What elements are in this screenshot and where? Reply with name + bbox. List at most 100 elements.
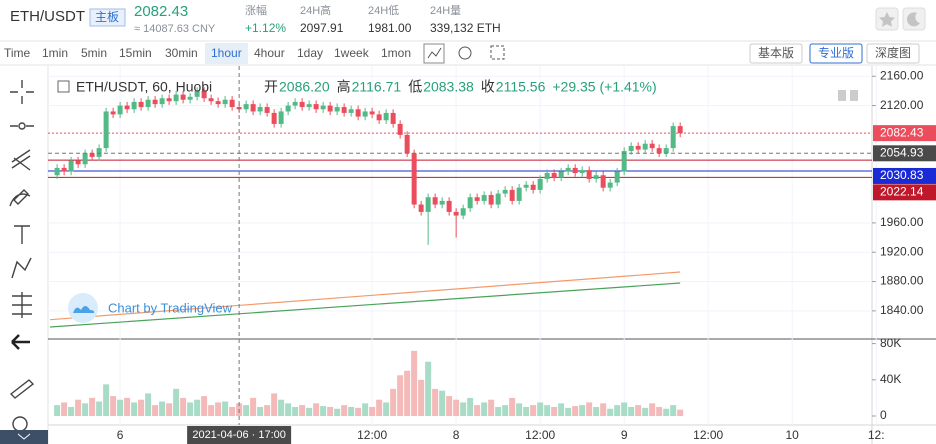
volume-bar [663, 408, 670, 416]
volume-bar [89, 397, 96, 416]
volume-bar [516, 403, 523, 416]
candle-body [313, 104, 319, 110]
legend-toggle[interactable] [57, 80, 70, 93]
volume-bar [243, 405, 250, 416]
candle-body [649, 143, 655, 149]
volume-bar [446, 396, 453, 416]
crosshair-x-label: 2021-04-06 · 17:00 [192, 429, 286, 441]
candle-body [362, 111, 368, 117]
brush-tool[interactable] [9, 189, 31, 207]
board[interactable]: 主板 [95, 10, 119, 24]
volume-bar [495, 406, 502, 416]
cny-price: ≈ 14087.63 CNY [134, 23, 216, 35]
candle-body [159, 98, 165, 105]
candle-body [537, 178, 543, 190]
price-tag-label: 2022.14 [880, 185, 924, 199]
volume-bar [299, 405, 306, 416]
candle-body [376, 114, 382, 121]
candle-body [453, 211, 459, 216]
volume-bar [145, 393, 152, 416]
pattern-tool[interactable] [11, 257, 32, 279]
volume-tick-label: 0 [880, 408, 887, 422]
volume-bar [159, 401, 166, 416]
collapse-button[interactable] [0, 430, 48, 444]
volume-bar [285, 403, 292, 416]
fib-tool[interactable] [11, 149, 31, 171]
volume-bar [453, 399, 460, 416]
candle-body [390, 112, 396, 124]
candle-body [502, 189, 508, 194]
volume-bar [348, 406, 355, 416]
settings-button[interactable] [458, 46, 472, 60]
candle-body [96, 148, 102, 157]
volume-bar [607, 408, 614, 416]
interval-button[interactable]: 4hour [254, 46, 285, 60]
volume-bar [215, 402, 222, 416]
interval-button[interactable]: 30min [165, 46, 198, 60]
indicator-button[interactable] [423, 43, 445, 64]
back-tool[interactable] [11, 334, 30, 350]
volume-bar [173, 388, 180, 416]
volume-tick-label: 80K [880, 336, 901, 350]
star-icon [879, 12, 895, 27]
candle-body [355, 109, 361, 117]
view-button[interactable]: 深度图 [875, 45, 911, 60]
candle-body [397, 123, 403, 135]
interval-button[interactable]: 1mon [381, 46, 411, 60]
volume-bar [68, 406, 75, 416]
interval-button[interactable]: 1week [334, 46, 370, 60]
candle-body [299, 101, 305, 108]
volume-bar [82, 403, 89, 416]
legend-change: +29.35 (+1.41%) [552, 79, 656, 95]
candle-body [278, 111, 284, 124]
candle-body [103, 111, 109, 149]
stat-label: 24H量 [430, 4, 461, 17]
candle-body [544, 173, 550, 179]
volume-bar [614, 405, 621, 416]
volume-bar [481, 402, 488, 416]
pane-button[interactable] [850, 90, 858, 101]
candle-body [180, 94, 186, 100]
line-tool-dot [18, 122, 26, 130]
price-tag-label: 2030.83 [880, 168, 924, 182]
candle-body [145, 99, 151, 108]
candle-body [271, 112, 277, 124]
volume-bar [278, 399, 285, 416]
volume-bar [264, 405, 271, 416]
volume-bar [362, 403, 369, 416]
crosshair-tool[interactable] [10, 80, 34, 104]
pane-button[interactable] [838, 90, 846, 101]
view-button[interactable]: 基本版 [758, 46, 794, 60]
interval-button[interactable]: 1hour [211, 46, 242, 60]
price-tag-label: 2082.43 [880, 125, 924, 139]
measure-tool[interactable] [12, 292, 32, 318]
volume-bar [229, 406, 236, 416]
interval-button[interactable]: 15min [119, 46, 152, 60]
stat-value: 2097.91 [300, 21, 344, 35]
candle-body [635, 145, 641, 150]
volume-bar [642, 407, 649, 416]
text-tool[interactable] [14, 225, 30, 244]
volume-bar [579, 405, 586, 416]
interval-button[interactable]: Time [4, 46, 31, 60]
ruler-tool[interactable] [9, 379, 35, 399]
candle-body [579, 170, 585, 174]
candle-body [523, 184, 529, 188]
candle-body [173, 94, 179, 102]
volume-bar [509, 397, 516, 416]
candle-body [306, 104, 312, 108]
volume-bar [670, 405, 677, 416]
board-badge[interactable] [89, 8, 126, 27]
volume-bar [271, 393, 278, 416]
candle-body [152, 99, 158, 105]
interval-button[interactable]: 1day [297, 46, 323, 60]
candle-body [509, 189, 515, 201]
legend-high: 2116.71 [352, 79, 402, 95]
view-button[interactable]: 专业版 [818, 45, 854, 60]
trend-line [50, 271, 681, 321]
interval-button[interactable]: 1min [42, 46, 68, 60]
screenshot-button[interactable] [490, 45, 505, 60]
watermark[interactable]: Chart by TradingView [108, 300, 233, 315]
interval-button[interactable]: 5min [81, 46, 107, 60]
